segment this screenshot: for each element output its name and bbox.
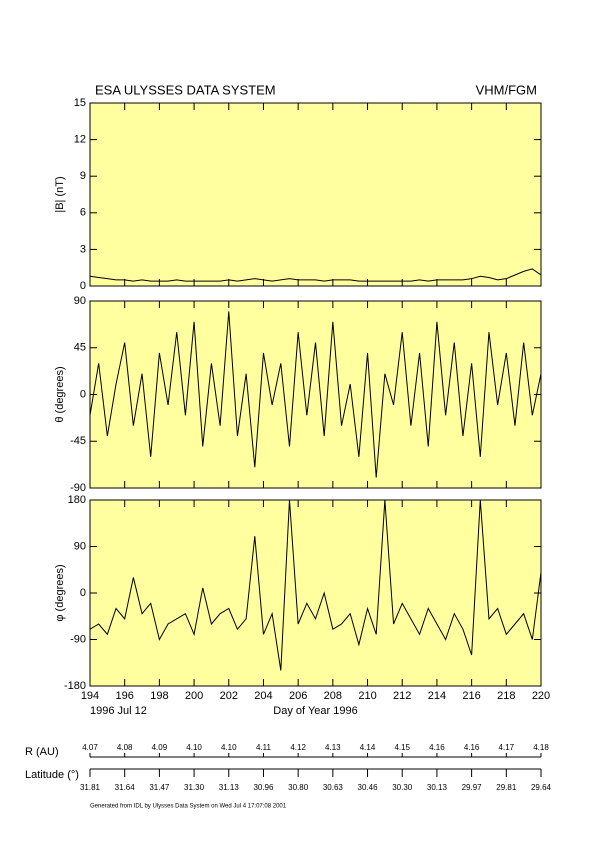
ephemeris-value: 4.08	[117, 743, 133, 752]
ephemeris-value: 30.30	[392, 783, 413, 792]
ephemeris-value: 31.47	[149, 783, 170, 792]
x-tick-label: 194	[81, 690, 99, 702]
x-tick-label: 204	[254, 690, 272, 702]
y-tick-label: 0	[80, 388, 86, 400]
ephemeris-value: 29.64	[531, 783, 552, 792]
y-tick-label: 9	[80, 170, 86, 182]
ephemeris-value: 4.16	[464, 743, 480, 752]
ephemeris-value: 29.97	[462, 783, 483, 792]
ephemeris-value: 4.12	[290, 743, 306, 752]
ephemeris-value: 4.13	[325, 743, 341, 752]
header-left: ESA ULYSSES DATA SYSTEM	[95, 82, 276, 97]
ephemeris-value: 29.81	[496, 783, 517, 792]
y-axis-label: θ (degrees)	[54, 366, 66, 422]
ephemeris-value: 30.13	[427, 783, 448, 792]
y-tick-label: 12	[74, 134, 86, 146]
plot-background	[90, 301, 541, 488]
ephemeris-value: 30.46	[358, 783, 379, 792]
ephemeris-value: 4.10	[221, 743, 237, 752]
y-tick-label: 6	[80, 207, 86, 219]
x-tick-label: 196	[116, 690, 134, 702]
x-tick-label: 218	[497, 690, 515, 702]
y-tick-label: 0	[80, 587, 86, 599]
y-axis-label: |B| (nT)	[54, 176, 66, 212]
x-tick-label: 208	[324, 690, 342, 702]
x-tick-label: 216	[462, 690, 480, 702]
ephemeris-value: 30.63	[323, 783, 344, 792]
data-line	[90, 268, 541, 282]
y-tick-label: 3	[80, 243, 86, 255]
x-tick-label: 210	[358, 690, 376, 702]
plot-frame	[89, 102, 542, 287]
y-tick-label: -180	[64, 680, 86, 692]
ephemeris-value: 4.10	[186, 743, 202, 752]
ephemeris-value: 31.64	[115, 783, 136, 792]
ephemeris-value: 30.80	[288, 783, 309, 792]
data-line	[90, 500, 541, 671]
ephemeris-value: 4.15	[394, 743, 410, 752]
ephemeris-value: 4.11	[256, 743, 272, 752]
ephemeris-value: 4.14	[360, 743, 376, 752]
ephemeris-row-label: R (AU)	[25, 746, 59, 758]
y-tick-label: -90	[70, 482, 86, 494]
start-date: 1996 Jul 12	[90, 705, 147, 717]
y-tick-label: 0	[80, 280, 86, 292]
y-axis-label: φ (degrees)	[54, 564, 66, 621]
ephemeris-value: 31.13	[219, 783, 240, 792]
y-tick-label: 90	[74, 540, 86, 552]
ephemeris-value: 4.09	[152, 743, 168, 752]
y-tick-label: -45	[70, 435, 86, 447]
plot-background	[90, 103, 541, 286]
y-tick-label: 45	[74, 342, 86, 354]
ephemeris-value: 31.81	[80, 783, 101, 792]
x-axis-label: Day of Year 1996	[273, 705, 357, 717]
footer: Generated from IDL by Ulysses Data Syste…	[90, 804, 287, 810]
ephemeris-value: 31.30	[184, 783, 205, 792]
ephemeris-value: 4.18	[533, 743, 549, 752]
y-tick-label: -90	[70, 633, 86, 645]
data-line	[90, 311, 541, 478]
x-tick-label: 212	[393, 690, 411, 702]
x-tick-label: 202	[220, 690, 238, 702]
x-tick-label: 198	[150, 690, 168, 702]
ephemeris-value: 4.07	[82, 743, 98, 752]
ephemeris-value: 30.96	[253, 783, 274, 792]
y-tick-label: 90	[74, 295, 86, 307]
ephemeris-value: 4.17	[499, 743, 515, 752]
x-tick-label: 206	[289, 690, 307, 702]
y-tick-label: 15	[74, 97, 86, 109]
header-right: VHM/FGM	[476, 82, 537, 97]
x-tick-label: 214	[428, 690, 446, 702]
y-tick-label: 180	[68, 494, 86, 506]
plot-background	[90, 500, 541, 686]
x-tick-label: 200	[185, 690, 203, 702]
ephemeris-value: 4.16	[429, 743, 445, 752]
x-tick-label: 220	[532, 690, 550, 702]
ephemeris-row-label: Latitude (°)	[25, 769, 79, 781]
